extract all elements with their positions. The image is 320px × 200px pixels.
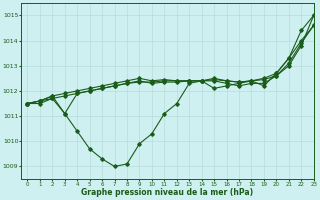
X-axis label: Graphe pression niveau de la mer (hPa): Graphe pression niveau de la mer (hPa) bbox=[81, 188, 253, 197]
